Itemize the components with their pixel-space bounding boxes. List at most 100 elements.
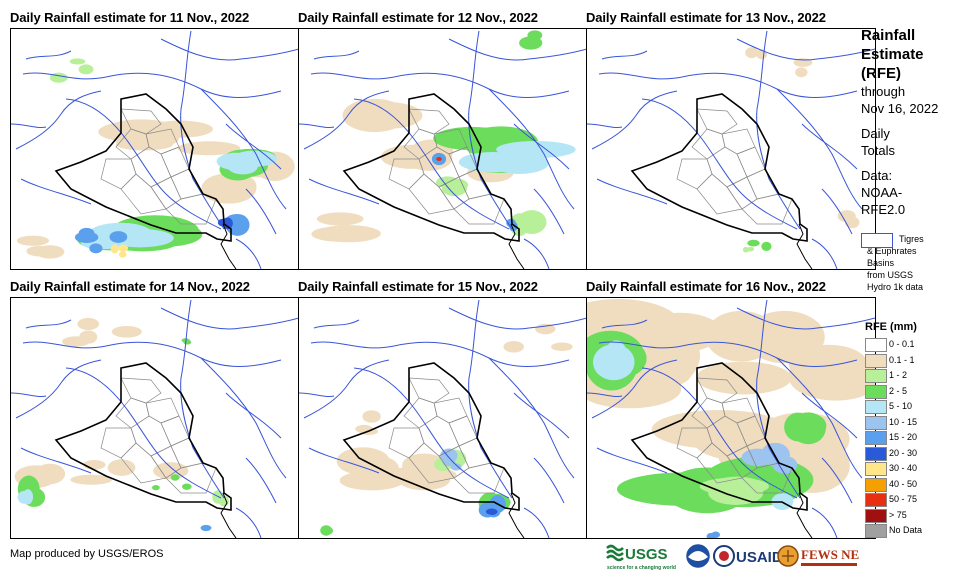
province-boundary xyxy=(120,377,162,404)
rainfall-patch xyxy=(436,156,442,162)
river-basin-line xyxy=(15,359,102,419)
river-basin-line xyxy=(736,38,875,61)
river-basin-line xyxy=(299,123,335,128)
map-credit: Map produced by USGS/EROS xyxy=(10,548,164,560)
rfe-swatch xyxy=(865,524,887,538)
rainfall-patch xyxy=(62,336,90,347)
river-basin-line xyxy=(308,447,380,474)
province-boundary xyxy=(120,442,167,484)
country-border xyxy=(342,362,520,511)
rainfall-patch xyxy=(496,141,576,159)
rainfall-patch xyxy=(527,30,543,41)
neighbor-border xyxy=(508,492,525,538)
river-basin-line xyxy=(180,299,225,499)
rainfall-patch xyxy=(788,352,875,401)
province-boundary xyxy=(676,158,713,190)
province-boundary xyxy=(721,128,756,155)
river-basin-line xyxy=(591,359,678,419)
country-border xyxy=(630,93,808,242)
river-basin-line xyxy=(801,123,858,170)
river-basin-line xyxy=(641,98,798,230)
province-boundary xyxy=(130,415,172,457)
rfe-label: 50 - 75 xyxy=(889,494,918,504)
panel-title: Daily Rainfall estimate for 12 Nov., 202… xyxy=(298,10,538,25)
river-basin-line xyxy=(11,392,47,397)
river-basin-line xyxy=(180,30,225,230)
river-basin-line xyxy=(513,392,570,439)
rainfall-patch xyxy=(118,244,129,252)
river-basin-line xyxy=(736,307,875,330)
map-panel-nov-14: Daily Rainfall estimate for 14 Nov., 202… xyxy=(10,279,300,541)
river-basin-line xyxy=(596,178,668,205)
rfe-label: 0.1 - 1 xyxy=(889,354,915,365)
rfe-label: 2 - 5 xyxy=(889,385,908,396)
fews-net-text: FEWS NET xyxy=(801,547,859,562)
river-basin-line xyxy=(235,507,262,538)
rainfall-patch xyxy=(216,152,255,171)
rfe-swatch xyxy=(865,477,887,492)
province-boundary xyxy=(741,193,793,225)
map-canvas xyxy=(11,299,299,538)
river-basin-line xyxy=(601,319,648,329)
province-boundary xyxy=(696,377,738,404)
rainfall-patch xyxy=(398,468,451,491)
rainfall-patch xyxy=(177,141,241,156)
rfe-swatch xyxy=(865,431,887,445)
neighbor-border xyxy=(220,492,237,538)
svg-text:science for a changing world: science for a changing world xyxy=(607,565,676,571)
map-canvas xyxy=(587,30,875,269)
basin-line: Hydro 1k data xyxy=(867,282,924,292)
river-basin-line xyxy=(596,447,668,474)
map-panel-nov-16: Daily Rainfall estimate for 16 Nov., 202… xyxy=(586,279,876,541)
legend-through: through xyxy=(861,84,906,99)
rainfall-patch xyxy=(98,122,161,142)
province-boundary xyxy=(433,397,468,424)
panel-title: Daily Rainfall estimate for 11 Nov., 202… xyxy=(10,10,250,25)
river-basin-line xyxy=(200,88,287,210)
river-basin-line xyxy=(488,357,575,479)
panel-title: Daily Rainfall estimate for 14 Nov., 202… xyxy=(10,279,250,294)
province-boundary xyxy=(408,442,455,484)
rainfall-patch xyxy=(110,244,119,254)
river-basin-line xyxy=(299,392,335,397)
rainfall-patch xyxy=(355,424,373,433)
river-basin-line xyxy=(245,188,277,235)
country-border xyxy=(54,362,232,511)
province-boundary xyxy=(696,108,738,135)
river-basin-line xyxy=(821,457,853,504)
neighbor-border xyxy=(220,223,237,269)
rainfall-patch xyxy=(705,310,777,362)
rainfall-patch xyxy=(458,151,528,173)
province-boundary xyxy=(388,427,425,459)
rainfall-patch xyxy=(795,67,808,78)
province-boundary xyxy=(408,377,450,404)
rainfall-patch xyxy=(170,474,180,481)
river-basin-line xyxy=(225,123,282,170)
rainfall-patch xyxy=(776,494,794,506)
map-canvas xyxy=(299,299,587,538)
rainfall-patch xyxy=(433,126,511,151)
legend-date: Nov 16, 2022 xyxy=(861,101,939,116)
usgs-text: USGS xyxy=(625,546,668,563)
river-basin-line xyxy=(303,90,390,150)
rfe-label: 30 - 40 xyxy=(889,463,918,473)
river-basin-line xyxy=(20,447,92,474)
legend: Rainfall Estimate (RFE) through Nov 16, … xyxy=(861,26,965,218)
river-basin-line xyxy=(601,50,648,60)
province-boundary xyxy=(453,193,505,225)
river-basin-line xyxy=(15,90,102,150)
rainfall-patch xyxy=(74,231,99,243)
river-basin-line xyxy=(20,178,92,205)
rfe-swatch xyxy=(865,493,887,507)
rfe-label: 5 - 10 xyxy=(889,401,913,411)
river-basin-line xyxy=(303,359,390,419)
fews-net-icon: FEWS NET xyxy=(777,545,868,567)
rainfall-patch xyxy=(111,325,142,338)
rfe-label: 1 - 2 xyxy=(889,370,908,380)
rfe-swatch xyxy=(865,415,887,430)
rainfall-patch xyxy=(316,225,381,243)
rfe-label: 15 - 20 xyxy=(889,432,918,442)
usgs-logo: USGS science for a changing world xyxy=(605,542,687,572)
rfe-label: 0 - 0.1 xyxy=(889,339,915,349)
rainfall-patch xyxy=(708,481,764,505)
